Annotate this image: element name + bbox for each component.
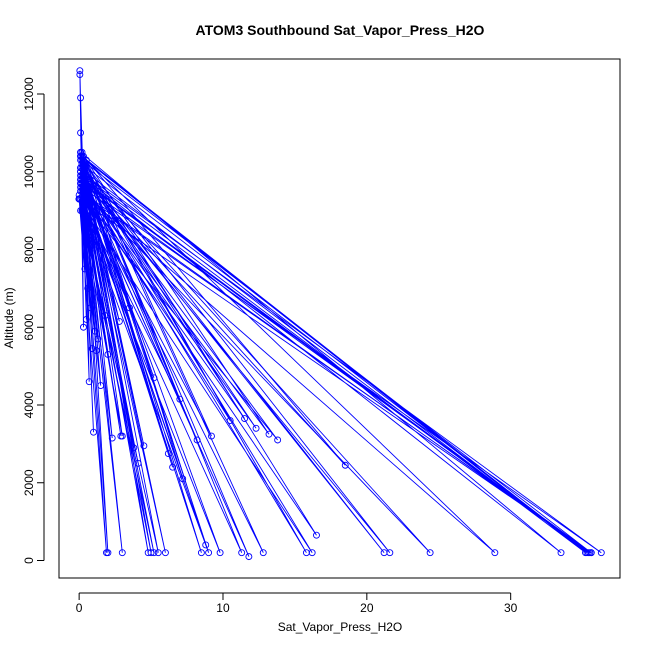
- data-point: [80, 152, 87, 160]
- data-point: [274, 436, 282, 444]
- data-point: [205, 549, 213, 557]
- x-tick-label: 30: [504, 601, 518, 615]
- data-point: [77, 152, 85, 160]
- data-point: [104, 351, 112, 358]
- data-point: [90, 428, 97, 436]
- data-point: [176, 395, 184, 403]
- data-point: [302, 549, 310, 557]
- data-point: [91, 327, 99, 335]
- data-point: [491, 549, 499, 557]
- data-point: [557, 549, 565, 557]
- data-point: [179, 475, 187, 483]
- data-point: [80, 183, 87, 191]
- data-point: [313, 531, 320, 539]
- chart-title: ATOM3 Southbound Sat_Vapor_Press_H2O: [196, 22, 485, 38]
- data-point: [252, 424, 260, 432]
- data-point: [226, 417, 234, 425]
- data-point: [216, 549, 224, 557]
- data-point: [77, 164, 85, 172]
- data-point: [94, 335, 102, 343]
- data-point: [308, 549, 316, 557]
- y-tick-label: 0: [22, 557, 36, 564]
- y-tick-label: 8000: [22, 236, 36, 263]
- data-point: [126, 304, 133, 312]
- data-point: [134, 459, 142, 467]
- data-point: [208, 432, 215, 440]
- data-point: [77, 94, 85, 102]
- data-point: [341, 461, 349, 469]
- y-axis-label: Altitude (m): [2, 287, 16, 348]
- data-point: [101, 312, 109, 320]
- data-point: [78, 187, 86, 195]
- data-point: [115, 317, 123, 325]
- x-tick-label: 10: [216, 601, 230, 615]
- data-point: [265, 430, 273, 438]
- data-point: [85, 378, 93, 386]
- data-point: [202, 541, 210, 549]
- x-tick-label: 0: [76, 601, 83, 615]
- data-point: [380, 549, 388, 557]
- data-point: [386, 549, 394, 557]
- data-point: [147, 549, 155, 557]
- x-axis: 0 10 20 30: [76, 592, 518, 615]
- data-point: [140, 442, 148, 450]
- data-point: [78, 176, 86, 183]
- plot-area: [58, 58, 621, 579]
- data-point: [597, 549, 605, 557]
- data-point: [130, 444, 138, 452]
- data-point: [76, 67, 84, 75]
- data-point: [108, 434, 116, 442]
- x-tick-label: 20: [360, 601, 374, 615]
- data-point: [118, 549, 126, 557]
- data-point: [77, 129, 85, 137]
- data-point: [582, 549, 589, 557]
- data-point: [164, 450, 172, 458]
- data-point: [150, 549, 158, 557]
- series-line: [78, 70, 602, 557]
- data-point: [76, 71, 84, 79]
- data-point: [77, 195, 85, 203]
- data-point: [161, 549, 169, 557]
- data-point: [245, 553, 253, 561]
- data-point: [241, 415, 249, 423]
- x-axis-label: Sat_Vapor_Press_H2O: [278, 620, 403, 634]
- data-point: [193, 436, 201, 444]
- data-point: [80, 323, 87, 331]
- series-layer: [75, 67, 605, 561]
- data-point: [77, 207, 85, 215]
- data-point: [169, 463, 177, 471]
- data-point: [103, 549, 110, 557]
- y-tick-label: 12000: [22, 77, 36, 111]
- data-point: [154, 549, 162, 557]
- data-point: [78, 172, 86, 180]
- data-point: [426, 549, 434, 557]
- y-axis: 0 2000 4000 6000 8000 10000 12000: [22, 77, 45, 564]
- data-point: [97, 382, 105, 390]
- series-line: [80, 155, 346, 536]
- y-tick-label: 4000: [22, 391, 36, 418]
- data-point: [197, 549, 205, 557]
- data-point: [150, 374, 158, 382]
- data-point: [92, 347, 100, 355]
- y-tick-label: 2000: [22, 469, 36, 496]
- y-tick-label: 6000: [22, 314, 36, 341]
- data-point: [88, 345, 96, 353]
- data-point: [259, 549, 267, 557]
- data-point: [238, 549, 246, 557]
- data-point: [118, 432, 126, 440]
- data-point: [584, 549, 592, 557]
- y-tick-label: 10000: [22, 155, 36, 189]
- data-point: [81, 195, 89, 203]
